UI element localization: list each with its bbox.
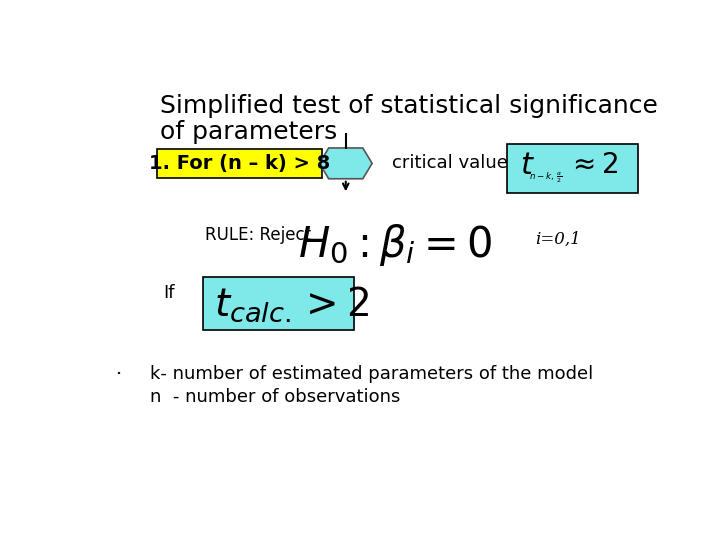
Text: $H_0 : \beta_i = 0$: $H_0 : \beta_i = 0$ [297,222,492,268]
Text: i=0,1: i=0,1 [536,231,581,248]
FancyBboxPatch shape [507,144,638,193]
FancyBboxPatch shape [203,278,354,330]
Text: ·: · [114,365,121,383]
Text: RULE: Reject: RULE: Reject [204,226,311,245]
Text: k- number of estimated parameters of the model: k- number of estimated parameters of the… [150,365,594,383]
Text: ${}_{n-k,\,\frac{\alpha}{2}}$: ${}_{n-k,\,\frac{\alpha}{2}}$ [529,171,563,185]
Text: $t_{calc.} > 2$: $t_{calc.} > 2$ [214,284,369,323]
Text: critical value: critical value [392,154,508,172]
Text: n  - number of observations: n - number of observations [150,388,401,406]
Text: $\approx 2$: $\approx 2$ [567,152,618,179]
Polygon shape [320,148,372,179]
Text: Simplified test of statistical significance: Simplified test of statistical significa… [160,94,657,118]
Text: of parameters: of parameters [160,120,337,144]
Text: If: If [163,284,175,302]
Text: $t$: $t$ [520,150,535,181]
FancyBboxPatch shape [158,148,322,178]
Text: 1. For (n – k) > 8: 1. For (n – k) > 8 [149,154,330,173]
